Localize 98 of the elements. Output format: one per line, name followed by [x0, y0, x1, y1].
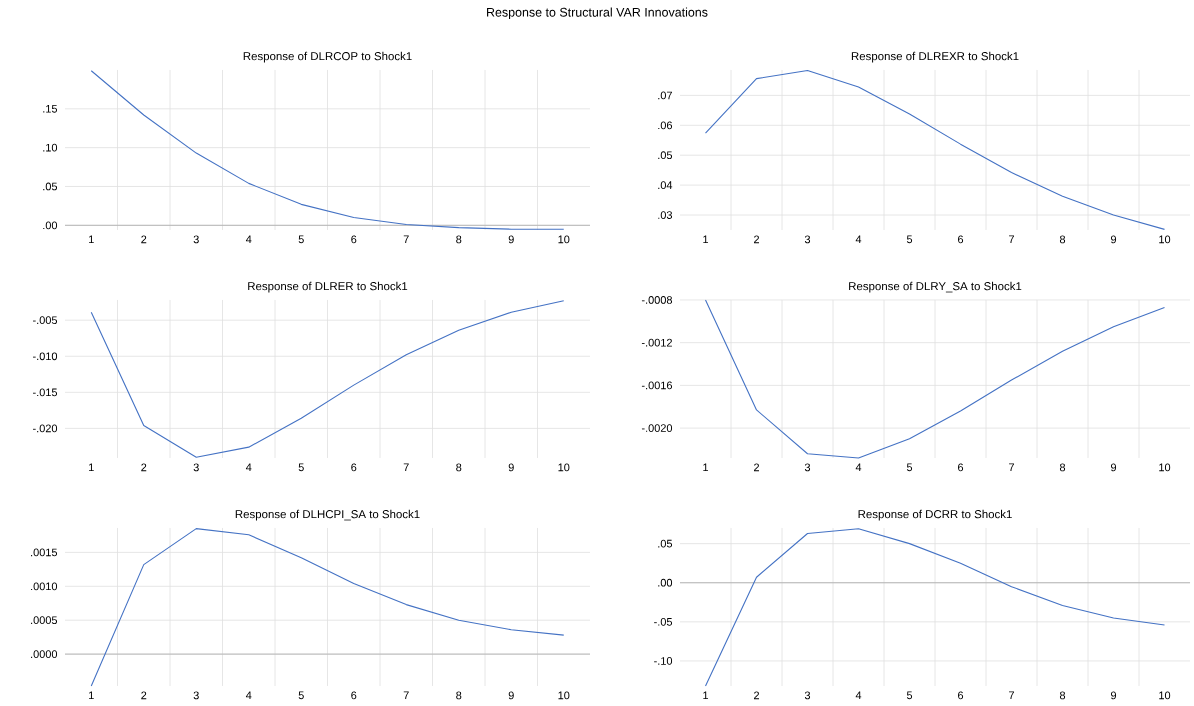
x-tick-label: 6	[958, 463, 964, 472]
y-tick-label: -.020	[33, 424, 58, 433]
line-series	[90, 70, 565, 230]
x-tick-label: 9	[1110, 691, 1117, 700]
chart-title: Response of DLHCPI_SA to Shock1	[235, 509, 420, 521]
x-tick-label: 10	[1159, 235, 1171, 244]
x-tick-label: 7	[1009, 463, 1015, 472]
x-tick-label: 1	[703, 463, 709, 472]
x-tick-label: 5	[906, 463, 913, 472]
y-tick-label: .05	[658, 539, 673, 548]
x-tick-label: 3	[193, 235, 199, 244]
x-tick-label: 6	[958, 235, 964, 244]
x-tick-label: 4	[245, 235, 252, 244]
line-series	[90, 528, 565, 687]
x-tick-label: 8	[456, 463, 462, 472]
x-tick-label: 8	[1059, 691, 1066, 700]
x-tick-label: 3	[193, 691, 199, 700]
x-tick-label: 2	[141, 235, 147, 244]
y-tick-label: .0000	[31, 650, 58, 658]
chart-title: Response of DLRER to Shock1	[248, 281, 408, 293]
x-tick-label: 4	[245, 463, 252, 472]
chart-title: Response of DLREXR to Shock1	[851, 51, 1019, 63]
x-tick-label: 1	[89, 235, 94, 244]
x-tick-label: 7	[403, 235, 409, 244]
y-tick-label: -.005	[33, 316, 58, 325]
x-tick-label: 10	[558, 691, 570, 700]
line-series	[704, 70, 1166, 230]
x-tick-label: 5	[298, 463, 304, 472]
x-tick-label: 6	[958, 691, 964, 700]
x-tick-label: 10	[558, 235, 570, 244]
x-tick-label: 1	[89, 691, 94, 700]
x-tick-label: 9	[508, 463, 514, 472]
x-tick-label: 2	[754, 235, 760, 244]
y-tick-label: -.010	[33, 352, 58, 361]
x-tick-label: 6	[351, 235, 357, 244]
x-tick-label: 3	[804, 235, 811, 244]
y-tick-label: .06	[658, 121, 673, 130]
x-tick-label: 4	[855, 463, 862, 472]
x-tick-label: 1	[703, 691, 709, 700]
x-tick-label: 2	[754, 691, 760, 700]
x-tick-label: 10	[558, 463, 570, 472]
y-tick-label: -.0020	[641, 424, 673, 432]
y-tick-label: -.05	[654, 617, 673, 626]
x-tick-label: 5	[906, 235, 913, 244]
x-tick-label: 8	[1059, 463, 1066, 472]
x-tick-label: 5	[298, 235, 304, 244]
y-tick-label: .07	[658, 91, 672, 100]
x-tick-label: 4	[855, 691, 862, 700]
x-tick-label: 8	[1059, 235, 1066, 244]
y-tick-label: .03	[658, 211, 673, 219]
y-tick-label: .05	[43, 182, 58, 191]
chart-title: Response of DCRR to Shock1	[858, 509, 1012, 521]
x-tick-label: 10	[1159, 463, 1171, 472]
y-tick-label: .05	[658, 151, 673, 160]
x-tick-label: 10	[1159, 691, 1171, 700]
x-tick-label: 9	[1110, 463, 1117, 472]
y-tick-label: .00	[658, 578, 673, 587]
y-tick-label: .00	[43, 221, 58, 230]
x-tick-label: 2	[754, 463, 760, 472]
x-tick-label: 8	[456, 235, 462, 244]
chart-title: Response of DLRY_SA to Shock1	[849, 281, 1022, 293]
x-tick-label: 2	[141, 463, 147, 472]
x-tick-label: 7	[1009, 235, 1015, 244]
x-tick-label: 5	[906, 691, 913, 700]
x-tick-label: 1	[89, 463, 94, 472]
chart-title: Response of DLRCOP to Shock1	[243, 51, 412, 63]
x-tick-label: 8	[456, 691, 462, 700]
x-tick-label: 3	[804, 691, 811, 700]
x-tick-label: 3	[193, 463, 199, 472]
x-tick-label: 7	[403, 691, 409, 700]
x-tick-label: 7	[1009, 691, 1015, 700]
y-tick-label: -.10	[654, 657, 673, 665]
x-tick-label: 4	[245, 691, 252, 700]
y-tick-label: .15	[43, 105, 58, 113]
x-tick-label: 2	[141, 691, 147, 700]
y-tick-label: .0005	[31, 616, 58, 625]
x-tick-label: 6	[351, 463, 357, 472]
y-tick-label: .04	[658, 181, 673, 189]
y-tick-label: -.015	[33, 388, 58, 397]
x-tick-label: 7	[403, 463, 409, 472]
x-tick-label: 6	[351, 691, 357, 700]
x-tick-label: 9	[508, 235, 514, 244]
text: Response to Structural VAR Innovations	[487, 7, 708, 20]
x-tick-label: 3	[804, 463, 811, 472]
y-tick-label: -.0008	[641, 296, 673, 304]
line-series	[704, 299, 1166, 459]
y-tick-label: -.0012	[641, 338, 672, 347]
y-tick-label: .0010	[31, 582, 58, 591]
y-tick-label: .10	[43, 143, 58, 152]
x-tick-label: 5	[298, 691, 304, 700]
x-tick-label: 4	[855, 235, 862, 244]
x-tick-label: 9	[1110, 235, 1117, 244]
line-series	[704, 528, 1166, 687]
y-tick-label: .0015	[31, 548, 58, 557]
x-tick-label: 1	[703, 235, 709, 244]
line-series	[90, 300, 565, 458]
y-tick-label: -.0016	[641, 381, 673, 390]
x-tick-label: 9	[508, 691, 514, 700]
